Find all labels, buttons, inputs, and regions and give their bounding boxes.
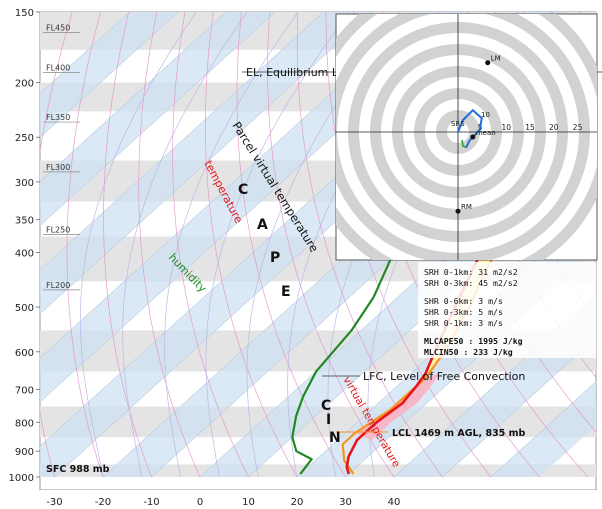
isotherm-line	[40, 12, 276, 227]
flight-level-label: FL200	[46, 281, 70, 290]
moist-adiabat	[122, 12, 248, 478]
y-tick-label: 250	[15, 133, 34, 144]
cape-letter: P	[270, 250, 280, 266]
isotherm-line	[442, 337, 596, 478]
y-tick-label: 200	[15, 79, 34, 90]
x-tick-label: 20	[291, 497, 304, 508]
y-tick-label: 400	[15, 248, 34, 259]
hodograph-marker-label: 10	[481, 111, 490, 119]
hodograph-ring-label: 15	[525, 123, 535, 132]
isotherm-line	[490, 381, 596, 478]
flight-level-label: FL400	[46, 64, 70, 73]
isotherm-line	[40, 12, 227, 182]
hodograph-ring-label: 10	[502, 123, 512, 132]
isotherm-line	[40, 12, 179, 138]
dry-adiabat	[172, 12, 249, 478]
x-tick-label: 40	[388, 497, 401, 508]
hodograph-trace-low	[461, 139, 467, 148]
y-tick-label: 500	[15, 303, 34, 314]
lcl-label: LCL 1469 m AGL, 835 mb	[392, 428, 525, 439]
hodograph-point	[470, 134, 476, 140]
y-tick-label: 300	[15, 178, 34, 189]
hodograph-point	[485, 60, 491, 66]
hodograph-point-label: LM	[491, 55, 501, 63]
flight-level-label: FL300	[46, 163, 70, 172]
isotherm-line	[40, 12, 373, 315]
stats-line: SRH 0-3km: 45 m2/s2	[424, 278, 518, 288]
el-label: EL, Equilibrium Level	[246, 66, 361, 79]
hodograph-trace	[457, 108, 483, 149]
isotherm-line	[40, 12, 130, 94]
x-tick-label: 0	[197, 497, 203, 508]
moist-adiabat	[79, 12, 197, 478]
dry-adiabat	[138, 12, 201, 478]
hodograph-ring-label: 20	[549, 123, 559, 132]
cin-letter: C	[321, 398, 331, 414]
stats-line: SHR 0-3km: 5 m/s	[424, 307, 503, 317]
dry-adiabat	[66, 12, 104, 478]
hodograph-point-label: RM	[461, 203, 472, 211]
isotherm-line	[345, 248, 596, 478]
dry-adiabat	[205, 12, 298, 478]
stats-line: MLCIN50 : 233 J/kg	[424, 347, 513, 357]
x-axis-strip	[40, 490, 596, 509]
cin-letter: I	[326, 412, 331, 428]
y-tick-label: 150	[15, 8, 34, 19]
y-tick-label: 800	[15, 418, 34, 429]
flight-level-label: FL450	[46, 23, 70, 32]
axes: -30 -20 -10 0 10 20 30 40 150 200 250 300 350 400 500 6…	[9, 8, 596, 509]
x-tick-label: 30	[339, 497, 352, 508]
isotherm-line	[40, 12, 324, 271]
y-tick-label: 350	[15, 216, 34, 227]
moist-adiabat	[246, 12, 401, 478]
y-tick-label: 1000	[9, 473, 34, 484]
cape-letter: A	[257, 217, 268, 233]
stats-background	[418, 262, 596, 358]
flight-level-label: FL250	[46, 226, 70, 235]
isotherm-line	[393, 292, 596, 478]
cape-letter: C	[238, 182, 248, 198]
flight-level-label: FL350	[46, 113, 70, 122]
stats-line: SRH 0-1km: 31 m2/s2	[424, 267, 518, 277]
lfc-label: LFC, Level of Free Convection	[363, 370, 525, 383]
moist-adiabat	[205, 12, 350, 478]
x-tick-label: 10	[242, 497, 255, 508]
dry-adiabat	[40, 12, 73, 478]
stats-line: SHR 0-6km: 3 m/s	[424, 296, 503, 306]
dry-adiabat	[103, 12, 152, 478]
cape-letter: E	[281, 284, 291, 300]
hodograph-ring-label: 25	[573, 123, 583, 132]
hodograph-point	[455, 208, 461, 214]
surface-label: SFC 988 mb	[46, 464, 110, 475]
y-tick-label: 600	[15, 348, 34, 359]
stats-line: SHR 0-1km: 3 m/s	[424, 318, 503, 328]
x-tick-label: -20	[95, 497, 111, 508]
dry-adiabat	[267, 12, 395, 478]
hodograph-point-label: mean	[476, 129, 496, 137]
dry-adiabat	[296, 12, 443, 478]
y-tick-label: 700	[15, 386, 34, 397]
y-tick-label: 900	[15, 447, 34, 458]
x-tick-label: -30	[46, 497, 62, 508]
hodograph-marker-label: SRS	[451, 120, 465, 128]
stats-line: MLCAPE50 : 1995 J/kg	[424, 336, 523, 346]
isotherm-line	[40, 12, 421, 359]
dry-adiabat	[236, 12, 346, 478]
moist-adiabat	[164, 12, 299, 478]
x-tick-label: -10	[143, 497, 159, 508]
cin-letter: N	[329, 430, 341, 446]
